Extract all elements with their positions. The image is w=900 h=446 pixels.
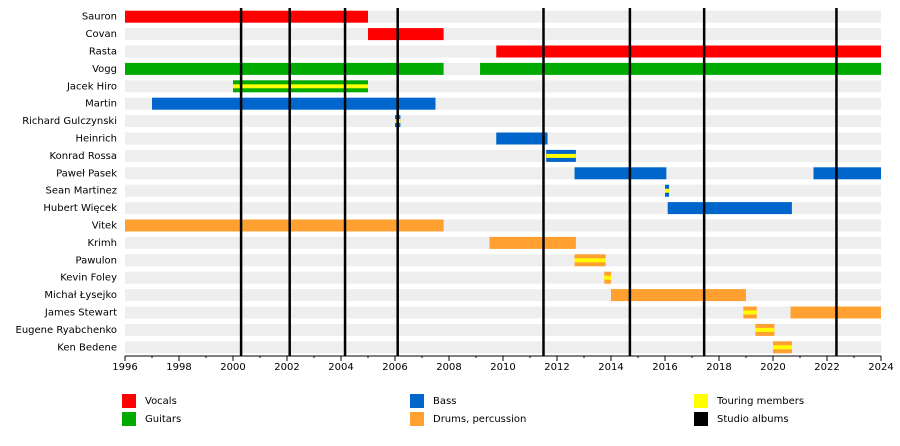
member-label: Paweł Pasek bbox=[56, 168, 117, 179]
member-bar bbox=[574, 167, 667, 180]
x-tick-label: 2018 bbox=[706, 362, 731, 373]
legend-swatch bbox=[410, 394, 424, 408]
member-label: Eugene Ryabchenko bbox=[16, 325, 118, 336]
x-tick-label: 2000 bbox=[220, 362, 245, 373]
row-band bbox=[125, 149, 881, 162]
member-bar bbox=[480, 62, 881, 75]
x-tick-label: 2002 bbox=[274, 362, 299, 373]
member-bar bbox=[813, 167, 881, 180]
member-label: Jacek Hiro bbox=[66, 81, 117, 92]
touring-stripe bbox=[574, 258, 606, 263]
member-bar bbox=[611, 289, 746, 302]
member-bar bbox=[489, 236, 576, 249]
member-label: Richard Gulczynski bbox=[22, 116, 117, 127]
touring-stripe bbox=[546, 153, 576, 158]
member-bar bbox=[368, 28, 444, 41]
member-label: Rasta bbox=[89, 47, 117, 58]
row-band bbox=[125, 254, 881, 267]
touring-stripe bbox=[665, 188, 670, 193]
legend-label: Drums, percussion bbox=[433, 414, 526, 425]
x-tick-label: 2012 bbox=[544, 362, 569, 373]
member-label: Konrad Rossa bbox=[50, 151, 117, 162]
x-tick-label: 2024 bbox=[868, 362, 893, 373]
row-band bbox=[125, 306, 881, 319]
x-tick-label: 1996 bbox=[112, 362, 137, 373]
legend-swatch bbox=[122, 394, 136, 408]
legend-swatch bbox=[694, 394, 708, 408]
member-bar bbox=[152, 97, 436, 110]
member-bar bbox=[667, 202, 792, 215]
x-tick-label: 2014 bbox=[598, 362, 623, 373]
legend-swatch bbox=[694, 412, 708, 426]
member-label: Michał Łysejko bbox=[44, 290, 117, 301]
row-band bbox=[125, 167, 881, 180]
member-label: Kevin Foley bbox=[60, 273, 117, 284]
x-tick-label: 2016 bbox=[652, 362, 677, 373]
member-bar bbox=[125, 62, 444, 75]
x-tick-label: 1998 bbox=[166, 362, 191, 373]
touring-stripe bbox=[755, 327, 775, 332]
row-band bbox=[125, 184, 881, 197]
touring-stripe bbox=[233, 84, 368, 89]
member-label: Covan bbox=[86, 29, 117, 40]
legend-swatch bbox=[410, 412, 424, 426]
row-band bbox=[125, 323, 881, 336]
member-label: Pawulon bbox=[76, 255, 117, 266]
member-label: Ken Bedene bbox=[57, 342, 117, 353]
member-label: Sean Martinez bbox=[46, 186, 117, 197]
touring-stripe bbox=[773, 345, 792, 350]
legend-label: Bass bbox=[433, 396, 456, 407]
member-label: Heinrich bbox=[75, 134, 117, 145]
member-bar bbox=[496, 132, 548, 145]
x-tick-label: 2004 bbox=[328, 362, 353, 373]
x-tick-label: 2010 bbox=[490, 362, 515, 373]
x-tick-label: 2022 bbox=[814, 362, 839, 373]
member-label: James Stewart bbox=[44, 308, 117, 319]
legend-label: Studio albums bbox=[717, 414, 789, 425]
legend-label: Vocals bbox=[145, 396, 177, 407]
member-label: Sauron bbox=[82, 12, 117, 23]
member-label: Vitek bbox=[92, 221, 117, 232]
row-band bbox=[125, 28, 881, 41]
member-label: Martin bbox=[85, 99, 117, 110]
row-band bbox=[125, 115, 881, 128]
x-tick-label: 2006 bbox=[382, 362, 407, 373]
touring-stripe bbox=[743, 310, 757, 315]
row-band bbox=[125, 271, 881, 284]
row-band bbox=[125, 289, 881, 302]
member-label: Hubert Więcek bbox=[43, 203, 117, 214]
legend-label: Guitars bbox=[145, 414, 181, 425]
member-bar bbox=[125, 10, 368, 23]
member-bar bbox=[496, 45, 881, 58]
member-label: Vogg bbox=[92, 64, 117, 75]
legend-label: Touring members bbox=[716, 396, 804, 407]
member-bar bbox=[125, 219, 444, 232]
touring-stripe bbox=[604, 275, 611, 280]
legend-swatch bbox=[122, 412, 136, 426]
row-band bbox=[125, 341, 881, 354]
x-tick-label: 2020 bbox=[760, 362, 785, 373]
member-label: Krimh bbox=[87, 238, 117, 249]
x-tick-label: 2008 bbox=[436, 362, 461, 373]
